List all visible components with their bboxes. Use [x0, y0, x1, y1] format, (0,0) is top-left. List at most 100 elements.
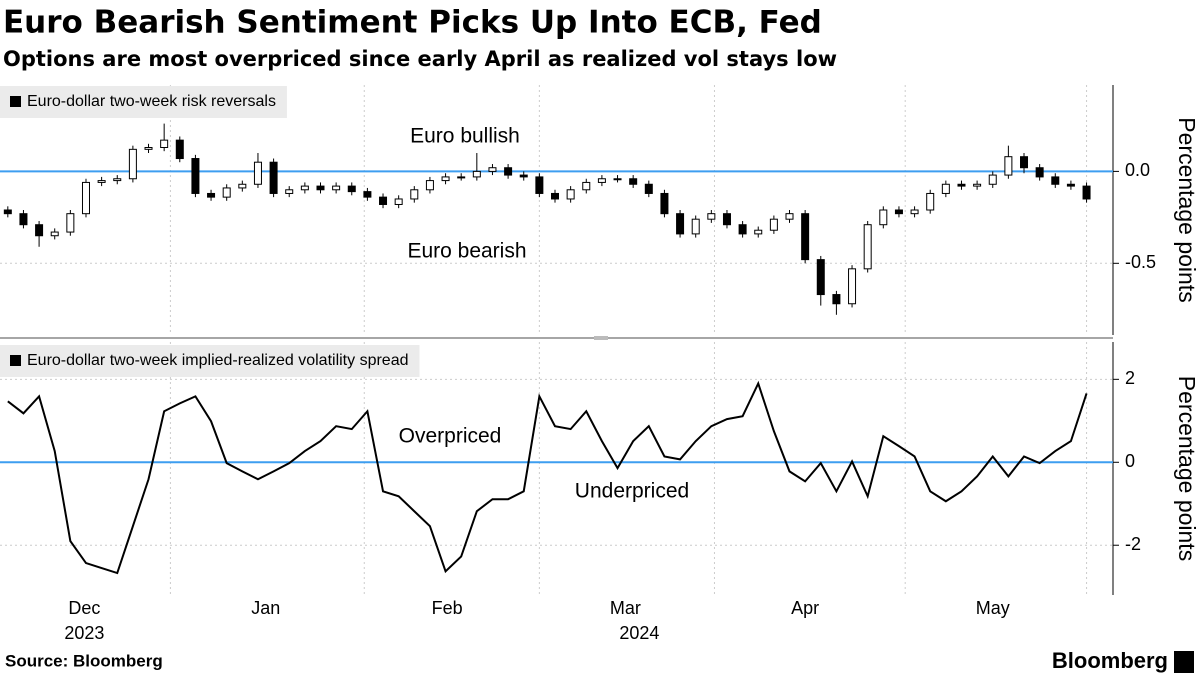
- candle-body: [754, 229, 763, 235]
- legend-swatch: [10, 355, 21, 366]
- candle-body: [722, 213, 731, 226]
- candle-body: [707, 213, 716, 220]
- candle-body: [801, 213, 810, 261]
- candle-body: [97, 180, 106, 183]
- candle-body: [832, 294, 841, 305]
- candle-body: [253, 161, 262, 185]
- candle-body: [816, 259, 825, 296]
- candle-body: [363, 191, 372, 198]
- y-tick-label: 0: [1125, 451, 1135, 471]
- x-tick-label: May: [976, 598, 1010, 618]
- candle-body: [926, 192, 935, 211]
- candle-body: [1051, 176, 1060, 185]
- candle-body: [1020, 156, 1029, 169]
- candle-body: [941, 183, 950, 194]
- candle-body: [910, 209, 919, 215]
- candle-body: [1004, 156, 1013, 176]
- candle-body: [738, 224, 747, 235]
- candle-body: [566, 189, 575, 200]
- candle-body: [347, 185, 356, 193]
- divider-handle: [594, 336, 608, 340]
- legend-label: Euro-dollar two-week risk reversals: [27, 93, 276, 110]
- annotation: Euro bullish: [410, 125, 520, 148]
- candle-body: [519, 174, 528, 178]
- candle-body: [300, 185, 309, 191]
- candle-body: [551, 192, 559, 200]
- candle-body: [863, 224, 872, 270]
- candle-body: [785, 213, 794, 220]
- candle-body: [535, 176, 544, 194]
- candle-body: [410, 189, 419, 200]
- candle-body: [191, 158, 200, 194]
- x-year-label: 2023: [64, 623, 104, 643]
- candle-body: [894, 209, 903, 215]
- y-tick-label: -0.5: [1125, 252, 1156, 272]
- x-tick-label: Jan: [251, 598, 280, 618]
- y-tick-label: 0.0: [1125, 160, 1150, 180]
- candle-body: [848, 268, 857, 305]
- candle-body: [144, 147, 153, 150]
- x-tick-label: Mar: [610, 598, 641, 618]
- candle-body: [175, 139, 184, 160]
- candle-body: [457, 176, 466, 179]
- candle-body: [128, 148, 137, 180]
- annotation: Euro bearish: [407, 240, 526, 263]
- candle-body: [973, 183, 982, 187]
- candle-body: [285, 189, 294, 194]
- x-year-label: 2024: [619, 623, 659, 643]
- legend-box: [0, 86, 287, 118]
- candle-body: [35, 224, 44, 237]
- candle-body: [582, 181, 591, 191]
- candle-body: [1082, 185, 1091, 200]
- candle-body: [441, 176, 450, 182]
- candle-body: [1035, 167, 1044, 178]
- annotation: Underpriced: [575, 480, 689, 503]
- candle-body: [113, 178, 122, 182]
- candle-body: [957, 183, 966, 187]
- y-axis-label: Percentage points: [1174, 376, 1200, 561]
- x-tick-label: Dec: [68, 598, 100, 618]
- candle-body: [222, 187, 231, 198]
- candle-body: [597, 178, 606, 183]
- candle-body: [379, 196, 388, 205]
- candle-body: [66, 213, 75, 233]
- annotation: Overpriced: [399, 425, 502, 448]
- candle-body: [879, 209, 888, 226]
- chart-title: Euro Bearish Sentiment Picks Up Into ECB…: [3, 5, 822, 41]
- candle-body: [676, 213, 685, 235]
- chart-subtitle: Options are most overpriced since early …: [3, 47, 837, 71]
- candle-body: [504, 167, 513, 176]
- brand-icon: [1174, 651, 1194, 673]
- candle-body: [629, 178, 638, 185]
- candle-body: [269, 161, 278, 194]
- candle-body: [613, 178, 622, 181]
- candle-body: [50, 231, 59, 237]
- candle-body: [691, 218, 700, 235]
- y-tick-label: -2: [1125, 534, 1141, 554]
- candle-body: [472, 170, 481, 178]
- candle-body: [425, 180, 434, 191]
- legend-box: [0, 345, 420, 377]
- candle-body: [769, 218, 778, 231]
- candle-body: [332, 185, 341, 191]
- candle-body: [160, 139, 169, 149]
- y-axis-label: Percentage points: [1174, 117, 1200, 302]
- candle-body: [394, 198, 403, 205]
- legend-swatch: [10, 96, 21, 107]
- candle-body: [644, 183, 653, 194]
- brand: Bloomberg: [1052, 648, 1168, 673]
- candle-body: [1066, 183, 1075, 187]
- candle-body: [19, 213, 28, 226]
- y-tick-label: 2: [1125, 368, 1135, 388]
- candle-body: [207, 192, 216, 198]
- candle-body: [3, 209, 12, 215]
- x-tick-label: Feb: [432, 598, 463, 618]
- candle-body: [488, 167, 497, 172]
- candle-body: [316, 185, 325, 191]
- source: Source: Bloomberg: [5, 651, 163, 670]
- candle-body: [81, 181, 90, 215]
- legend-label: Euro-dollar two-week implied-realized vo…: [27, 352, 409, 369]
- candle-body: [988, 174, 997, 185]
- line-series: [7, 380, 1088, 575]
